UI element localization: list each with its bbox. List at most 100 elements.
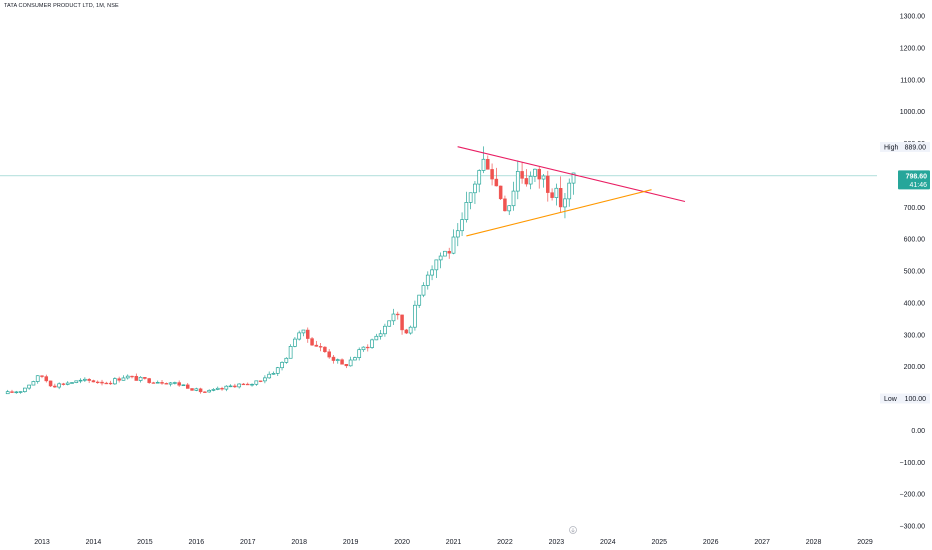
candle-body-up <box>438 255 443 261</box>
candle-body-up <box>413 304 417 328</box>
y-tick-label: −200.00 <box>900 492 926 499</box>
candle-body-up <box>417 294 422 306</box>
x-tick-label: 2020 <box>394 539 410 546</box>
candle-body-up <box>271 372 276 375</box>
y-tick-label: 1300.00 <box>900 14 925 21</box>
price-badges: High 889.00 Low 100.00 798.60 41:46 <box>880 142 930 404</box>
candle-body-down <box>494 178 499 187</box>
candle-body-up <box>31 381 36 386</box>
trendline-lower-support <box>466 189 652 237</box>
candle-body-down <box>310 338 314 346</box>
x-tick-label: 2022 <box>497 539 513 546</box>
candle-body-up <box>138 376 143 381</box>
y-tick-label: 200.00 <box>904 364 926 371</box>
candle-body-up <box>374 335 379 341</box>
candle-body-up <box>125 375 130 379</box>
candle-body-up <box>348 359 353 367</box>
candle-body-up <box>515 171 520 192</box>
x-tick-label: 2025 <box>651 539 667 546</box>
candle-body-up <box>83 378 87 381</box>
candle-body-down <box>245 383 250 386</box>
candle-body-up <box>155 382 160 384</box>
high-marker-value: 889.00 <box>905 145 927 152</box>
candle-body-up <box>35 375 40 382</box>
candle-body-down <box>190 388 194 391</box>
candle-body-up <box>215 387 220 390</box>
candle-body-down <box>151 382 156 384</box>
candle-body-up <box>361 346 366 351</box>
candle-body-down <box>323 346 327 352</box>
candle-body-down <box>340 359 344 365</box>
candle-body-up <box>563 198 567 208</box>
candle-body-up <box>173 382 177 384</box>
candle-body-down <box>104 382 109 385</box>
x-tick-label: 2024 <box>600 539 616 546</box>
candle-body-down <box>61 383 66 385</box>
candle-body-down <box>117 378 121 381</box>
candle-body-up <box>353 357 357 361</box>
goto-realtime-icon[interactable] <box>569 526 577 534</box>
candle-body-down <box>404 329 409 334</box>
candle-body-down <box>318 346 323 348</box>
candle-body-up <box>477 170 482 185</box>
bar-countdown: 41:46 <box>909 182 927 189</box>
candle-body-down <box>537 168 541 180</box>
candle-body-down <box>306 329 310 339</box>
y-tick-label: −300.00 <box>900 524 926 531</box>
candle-body-down <box>220 388 224 390</box>
candle-body-down <box>396 313 400 316</box>
candle-body-up <box>528 175 533 185</box>
candle-body-up <box>168 382 173 385</box>
x-axis[interactable]: 2013 2014 2015 2016 2017 2018 2019 2020 2021 2022… <box>34 539 873 546</box>
candle-body-down <box>258 380 263 382</box>
x-tick-label: 2021 <box>446 539 462 546</box>
candle-body-up <box>460 219 464 232</box>
candle-body-down <box>558 188 563 208</box>
x-tick-label: 2023 <box>549 539 565 546</box>
candle-body-up <box>181 384 186 387</box>
candle-body-up <box>207 390 212 393</box>
candle-body-down <box>10 391 14 393</box>
candle-body-up <box>533 168 537 177</box>
y-tick-label: 1200.00 <box>900 45 925 52</box>
last-price-value: 798.60 <box>906 173 928 180</box>
low-marker-badge <box>880 393 930 404</box>
candle-body-up <box>541 175 546 180</box>
candle-body-up <box>425 274 430 286</box>
candle-body-up <box>194 388 199 391</box>
candle-body-down <box>100 381 104 384</box>
candle-body-up <box>18 391 23 393</box>
y-axis[interactable]: 1300.001200.001100.001000.00900.00800.00… <box>900 14 926 531</box>
y-tick-label: 0.00 <box>911 428 925 435</box>
candle-body-down <box>524 178 529 185</box>
y-tick-label: −100.00 <box>900 460 926 467</box>
x-tick-label: 2013 <box>34 539 50 546</box>
candle-body-down <box>400 314 404 331</box>
candle-body-down <box>241 383 246 386</box>
candle-body-up <box>481 158 486 171</box>
x-tick-label: 2017 <box>240 539 256 546</box>
high-marker-label: High <box>884 145 899 152</box>
candle-body-down <box>520 171 524 179</box>
y-tick-label: 400.00 <box>904 300 926 307</box>
candle-body-up <box>357 349 362 358</box>
last-price-badge <box>898 170 930 190</box>
candle-body-down <box>147 378 151 383</box>
candle-body-up <box>267 373 272 379</box>
candle-body-down <box>95 381 100 384</box>
x-tick-label: 2014 <box>86 539 102 546</box>
candle-body-down <box>177 382 181 386</box>
candle-body-up <box>284 357 289 363</box>
x-tick-label: 2018 <box>291 539 307 546</box>
trendlines[interactable] <box>457 146 686 237</box>
candle-body-down <box>203 391 207 393</box>
candle-body-up <box>468 192 473 203</box>
candle-body-up <box>408 326 413 334</box>
candle-body-up <box>451 236 456 254</box>
candle-body-down <box>185 384 190 389</box>
candle-body-down <box>331 356 336 361</box>
candle-body-down <box>143 377 147 379</box>
candle-body-down <box>314 344 319 347</box>
candle-body-up <box>293 338 297 347</box>
